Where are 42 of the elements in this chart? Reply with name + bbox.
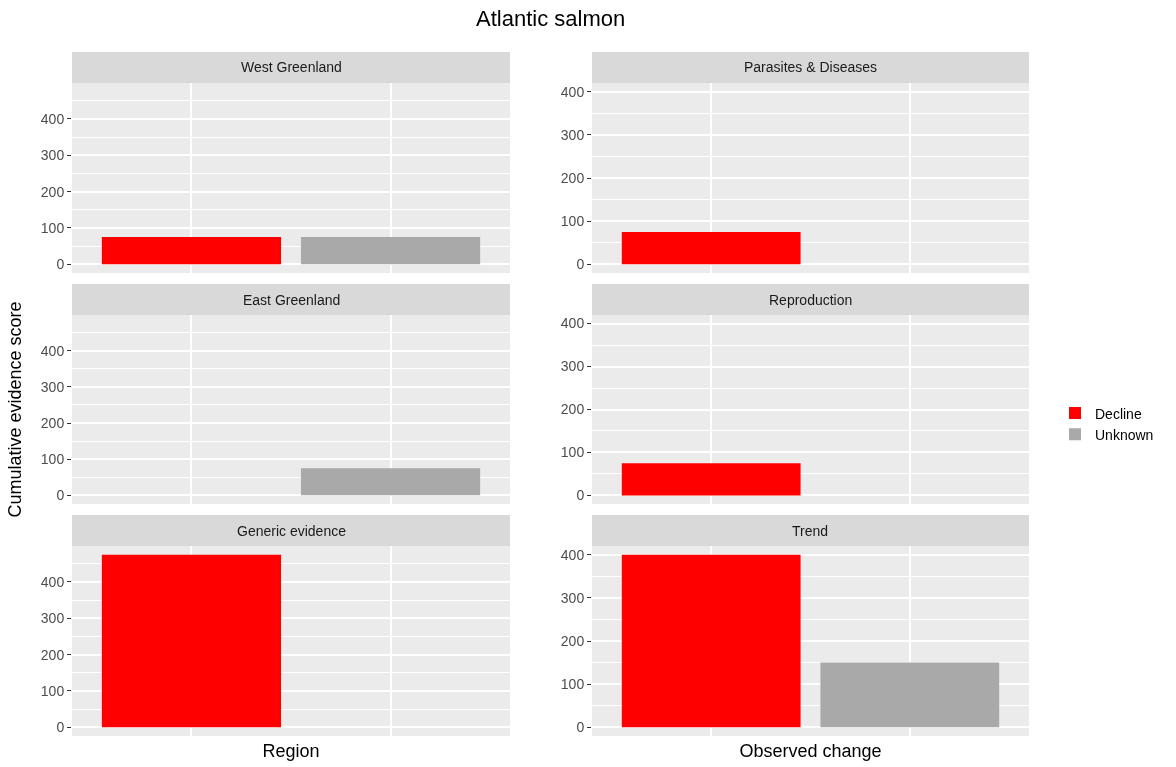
x-axis-title: Observed change (739, 741, 882, 762)
y-tick-label: 0 (576, 487, 585, 504)
chart-subtitle: West Greenland (241, 59, 342, 75)
y-tick-label: 200 (560, 401, 585, 418)
y-tick-label: 0 (576, 719, 585, 736)
chart-title: East Greenland (243, 292, 341, 308)
y-tick-label: 200 (40, 414, 65, 431)
y-tick-label: 100 (560, 444, 585, 461)
chart-title: Trend (792, 523, 829, 539)
x-axis-title: Region (262, 741, 320, 762)
y-tick-label: 200 (560, 632, 585, 649)
y-tick-label: 300 (560, 126, 585, 143)
y-tick-label: 100 (40, 451, 65, 468)
y-tick-label: 400 (560, 83, 585, 100)
chart-title: Atlantic salmon (476, 6, 626, 31)
y-tick-label: 0 (576, 256, 585, 273)
y-tick-label: 400 (40, 110, 65, 127)
legend-label: Unknown (1095, 426, 1154, 443)
y-axis-title: Cumulative evidence score (5, 301, 26, 518)
y-tick-label: 300 (560, 358, 585, 375)
y-tick-label: 0 (56, 487, 65, 504)
y-tick-label: 300 (40, 610, 65, 627)
chart-title: Reproduction (769, 292, 853, 308)
y-tick-label: 300 (40, 147, 65, 164)
y-tick-label: 400 (40, 573, 65, 590)
y-tick-label: 100 (40, 219, 65, 236)
y-tick-label: 0 (56, 256, 65, 273)
y-tick-label: 100 (560, 676, 585, 693)
y-tick-label: 100 (560, 213, 585, 230)
legend-label: Decline (1095, 405, 1142, 422)
y-tick-label: 0 (56, 719, 65, 736)
y-tick-label: 300 (40, 378, 65, 395)
y-tick-label: 400 (560, 315, 585, 332)
y-tick-label: 300 (560, 589, 585, 606)
y-tick-label: 200 (40, 183, 65, 200)
y-tick-label: 400 (560, 546, 585, 563)
chart-title: Generic evidence (237, 523, 347, 539)
y-tick-label: 100 (40, 682, 65, 699)
y-tick-label: 200 (40, 646, 65, 663)
chart-title: Parasites & Diseases (744, 59, 878, 75)
y-tick-label: 400 (40, 342, 65, 359)
y-tick-label: 200 (560, 169, 585, 186)
